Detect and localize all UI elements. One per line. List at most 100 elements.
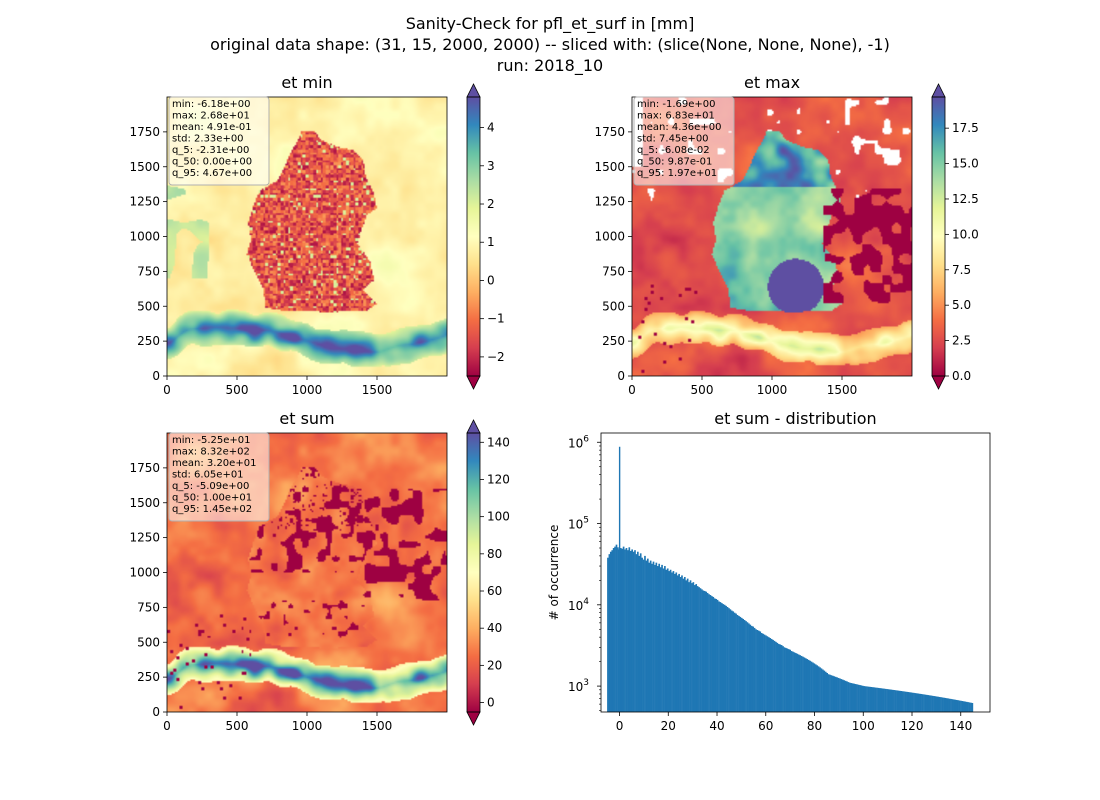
panel-title: et max <box>744 73 800 92</box>
histogram-bar <box>869 686 871 712</box>
histogram-bar <box>824 671 827 712</box>
histogram-bar <box>846 681 848 712</box>
histogram-bar <box>769 638 772 712</box>
histogram-bar <box>863 686 866 712</box>
colorbar-frame <box>466 432 481 713</box>
histogram-bar <box>877 687 880 712</box>
y-tick-label: 1000 <box>129 566 160 580</box>
histogram-bar <box>894 690 897 712</box>
histogram-bar <box>749 624 752 712</box>
histogram-bar <box>937 696 940 712</box>
histogram-bar <box>669 569 672 712</box>
histogram-bar <box>686 578 689 712</box>
stats-line: max: 8.32e+02 <box>172 447 250 458</box>
histogram-bar <box>698 587 700 712</box>
histogram-bar <box>947 698 949 712</box>
histogram-bar <box>689 580 692 712</box>
histogram-bar <box>706 592 709 712</box>
histogram-bar <box>810 661 813 712</box>
histogram-bar <box>666 568 669 712</box>
y-tick-label: 1750 <box>129 125 160 139</box>
x-tick-label: 500 <box>226 719 249 733</box>
histogram-bar <box>758 630 760 712</box>
colorbar-tick-label: −2 <box>487 350 505 364</box>
colorbar-tick-label: 15.0 <box>952 157 979 171</box>
histogram-bar <box>691 583 693 712</box>
histogram-bar <box>767 637 770 712</box>
histogram-bar <box>813 663 816 712</box>
histogram-bar <box>682 578 685 712</box>
histogram-bar <box>796 653 799 712</box>
y-tick-label: 0 <box>152 369 160 383</box>
colorbar-tick-label: 100 <box>487 510 510 524</box>
x-tick-label: 0 <box>628 383 636 397</box>
histogram-bar <box>790 651 793 712</box>
panel-title: et sum - distribution <box>714 409 876 428</box>
histogram-bar <box>739 616 742 712</box>
histogram-bar <box>896 690 898 712</box>
colorbar-tick-label: 2 <box>487 197 495 211</box>
colorbar-tick-label: 0 <box>487 696 495 710</box>
histogram-bar <box>696 586 699 712</box>
histogram-bar <box>746 622 749 712</box>
colorbar-frame <box>466 96 481 377</box>
histogram-bar <box>924 694 927 712</box>
histogram-bar <box>918 693 921 712</box>
colorbar-extend-max <box>466 83 481 98</box>
histogram-bar <box>817 666 820 712</box>
histogram-bar <box>730 610 733 712</box>
histogram-bar <box>940 697 942 712</box>
histogram-bar <box>736 614 739 712</box>
x-tick-label: 1000 <box>757 383 788 397</box>
histogram-bar <box>970 702 972 712</box>
histogram-bar <box>738 615 740 712</box>
histogram-bar <box>681 575 683 712</box>
histogram-bar <box>944 697 947 712</box>
histogram-bar <box>693 585 696 712</box>
histogram-bar <box>679 576 682 712</box>
y-tick-label: 1250 <box>594 195 625 209</box>
colorbar-tick-label: 0 <box>487 273 495 287</box>
histogram-bar <box>634 550 636 712</box>
y-tick-label: 500 <box>137 635 160 649</box>
histogram-bar <box>723 604 726 712</box>
histogram-bar <box>797 654 800 712</box>
colorbar-extend-max <box>931 83 946 98</box>
x-tick-label: 40 <box>709 719 724 733</box>
axes-frame <box>600 432 991 713</box>
histogram-bar <box>907 692 910 712</box>
x-tick-label: 1500 <box>362 383 393 397</box>
histogram-bar <box>925 694 928 712</box>
histogram-bar <box>631 549 633 712</box>
colorbar-tick-label: 20 <box>487 658 502 672</box>
histogram-bar <box>830 675 833 712</box>
histogram-bar <box>773 640 776 712</box>
y-tick-label: 105 <box>568 516 589 532</box>
histogram-bar <box>787 649 790 712</box>
y-tick-label: 1000 <box>594 230 625 244</box>
histogram-bar <box>916 693 918 712</box>
y-tick-label: 0 <box>617 369 625 383</box>
histogram-bar <box>864 686 867 712</box>
histogram-bar <box>720 603 723 712</box>
histogram-bar <box>921 694 924 712</box>
histogram-bar <box>960 700 962 712</box>
histogram-bar <box>688 582 690 712</box>
histogram-bar <box>809 660 811 712</box>
histogram-bar <box>832 675 834 712</box>
histogram-bar <box>652 561 655 712</box>
histogram-bar <box>822 669 824 712</box>
histogram-bar <box>820 668 823 712</box>
histogram-bar <box>637 551 639 712</box>
histogram-bar <box>668 571 670 712</box>
stats-line: std: 6.05e+01 <box>172 470 244 481</box>
histogram-bar <box>881 688 884 712</box>
colorbar-extend-min <box>466 375 481 390</box>
histogram-bar <box>793 652 796 712</box>
y-tick-label: 250 <box>137 334 160 348</box>
histogram-bar <box>786 648 789 712</box>
figure-title-line-1: Sanity-Check for pfl_et_surf in [mm] <box>405 14 695 33</box>
histogram-bar <box>950 698 952 712</box>
histogram-bar <box>880 688 883 712</box>
histogram-bar <box>618 446 621 712</box>
